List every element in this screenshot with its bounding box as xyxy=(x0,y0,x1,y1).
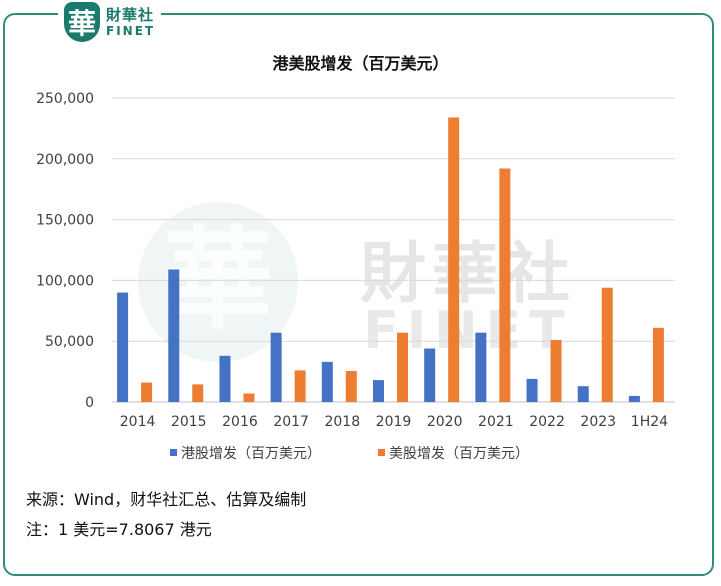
bar-us xyxy=(397,332,408,402)
bar-hk xyxy=(117,292,129,402)
logo-english-name: FINET xyxy=(106,23,156,38)
exchange-rate-note: 注：1 美元=7.8067 港元 xyxy=(26,520,212,539)
bar-hk xyxy=(168,269,180,402)
bar-us xyxy=(601,287,613,402)
y-tick-label: 200,000 xyxy=(36,152,94,168)
bar-hk xyxy=(321,361,333,402)
watermark-english: FINET xyxy=(363,301,572,361)
y-tick-label: 150,000 xyxy=(36,213,94,229)
x-tick-label: 2023 xyxy=(580,414,616,430)
source-note: 来源：Wind，财华社汇总、估算及编制 xyxy=(26,490,307,509)
logo-chinese-name: 財華社 xyxy=(106,5,155,24)
watermark-seal-text: 華 xyxy=(163,215,273,344)
x-tick-label: 2022 xyxy=(529,414,565,430)
chart-title: 港美股增发（百万美元） xyxy=(272,54,449,73)
bar-hk xyxy=(628,395,640,402)
y-tick-label: 100,000 xyxy=(36,273,94,289)
bar-hk xyxy=(424,348,436,402)
bar-hk xyxy=(373,380,384,402)
bar-us xyxy=(345,370,357,402)
x-tick-label: 2015 xyxy=(171,414,207,430)
x-tick-label: 2020 xyxy=(427,414,463,430)
bar-us xyxy=(192,384,204,402)
bar-us xyxy=(141,382,153,402)
x-tick-label: 2021 xyxy=(478,414,514,430)
bar-us xyxy=(448,117,460,403)
legend-swatch-us xyxy=(378,449,385,456)
bar-hk xyxy=(526,378,538,402)
bar-us xyxy=(294,370,306,402)
x-tick-label: 2017 xyxy=(273,414,309,430)
bar-us xyxy=(652,327,664,402)
bar-us xyxy=(243,393,255,402)
finet-logo: 華 財華社 FINET xyxy=(58,0,162,44)
y-tick-label: 250,000 xyxy=(36,91,94,107)
x-tick-label: 2014 xyxy=(120,414,156,430)
x-tick-label: 2018 xyxy=(324,414,360,430)
x-tick-label: 1H24 xyxy=(631,414,668,430)
y-tick-label: 0 xyxy=(85,395,94,411)
bar-us xyxy=(499,168,511,402)
y-tick-label: 50,000 xyxy=(45,334,94,350)
legend-label-hk: 港股增发（百万美元） xyxy=(181,446,321,462)
legend-label-us: 美股增发（百万美元） xyxy=(389,446,529,462)
legend-swatch-hk xyxy=(170,449,177,456)
bar-hk xyxy=(270,332,282,402)
bar-hk xyxy=(577,386,589,402)
watermark-chinese: 財華社 xyxy=(360,235,576,312)
x-tick-label: 2016 xyxy=(222,414,258,430)
bar-hk xyxy=(475,332,487,402)
bar-us xyxy=(550,339,562,402)
x-tick-label: 2019 xyxy=(376,414,412,430)
logo-seal-icon: 華 xyxy=(64,2,100,42)
bar-hk xyxy=(219,355,231,402)
logo-text: 財華社 FINET xyxy=(106,5,156,38)
